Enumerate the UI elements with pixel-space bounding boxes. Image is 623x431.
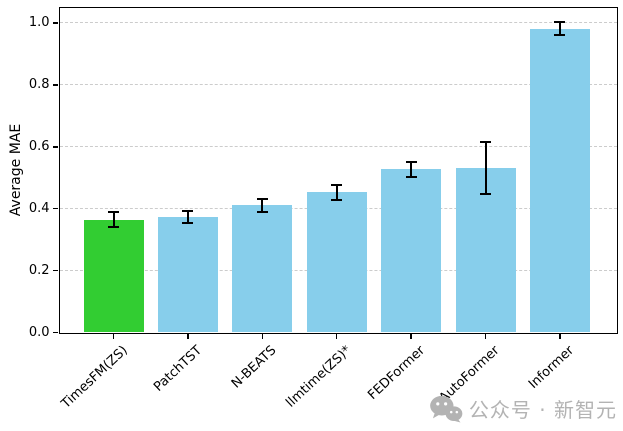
error-bar-line [410, 161, 413, 178]
x-tick-label: TimesFM(ZS) [58, 342, 131, 412]
x-tick-label: FEDFormer [365, 342, 429, 403]
y-tick [53, 84, 58, 86]
error-bar-cap-top [256, 197, 268, 200]
x-tick-label: PatchTST [151, 342, 206, 395]
y-tick [53, 22, 58, 24]
error-bar-cap-bottom [331, 198, 343, 201]
y-tick [53, 207, 58, 210]
x-tick [410, 334, 412, 339]
bar [83, 219, 144, 333]
error-bar-cap-bottom [554, 33, 566, 36]
error-bar-line [335, 184, 338, 200]
error-bar-line [558, 22, 561, 35]
x-tick [335, 334, 338, 339]
plot-area: 0.0 0.2 0.4 0.6 0.8 1.0 TimesFM(ZS) PatchTST N-B… [29, 6, 618, 411]
x-tick [484, 334, 487, 339]
x-tick [261, 334, 264, 339]
y-tick-label: 0.2 [28, 263, 50, 279]
error-bar-cap-top [480, 140, 491, 143]
error-bar-cap-bottom [108, 225, 119, 228]
error-bar-cap-top [405, 160, 417, 163]
gridline [59, 22, 617, 24]
x-tick [559, 334, 561, 339]
y-tick [53, 331, 58, 334]
bar [381, 169, 442, 333]
x-tick-label: llmtime(ZS)* [282, 342, 354, 411]
y-tick [53, 146, 58, 148]
x-tick-label: Informer [526, 342, 578, 392]
wechat-icon [430, 395, 463, 423]
bar [232, 205, 293, 333]
error-bar-line [261, 198, 264, 212]
error-bar-cap-bottom [480, 193, 491, 196]
gridline [59, 84, 617, 86]
y-tick [53, 269, 58, 272]
bar [306, 192, 367, 333]
error-bar-cap-top [182, 210, 194, 213]
bar [529, 28, 590, 333]
y-tick-label: 0.6 [28, 139, 50, 155]
error-bar-cap-top [331, 183, 343, 186]
error-bar-line [112, 212, 115, 227]
bar [455, 167, 516, 333]
x-tick-label: N-BEATS [228, 342, 280, 392]
error-bar-cap-top [554, 21, 566, 24]
error-bar-cap-bottom [182, 222, 194, 225]
gridline [59, 146, 617, 148]
error-bar-line [484, 141, 487, 195]
y-tick-label: 1.0 [28, 15, 50, 31]
error-bar-cap-bottom [405, 176, 417, 179]
watermark-text: 公众号 · 新智元 [468, 398, 617, 422]
y-tick-label: 0.8 [28, 77, 50, 93]
x-tick [187, 334, 189, 339]
error-bar-cap-bottom [256, 210, 268, 213]
y-tick-label: 0.4 [28, 201, 50, 217]
y-tick-label: 0.0 [28, 325, 50, 340]
bar [157, 217, 218, 333]
watermark: 公众号 · 新智元 [429, 394, 617, 423]
error-bar-line [186, 211, 189, 224]
x-tick [112, 334, 115, 339]
error-bar-cap-top [108, 211, 119, 214]
